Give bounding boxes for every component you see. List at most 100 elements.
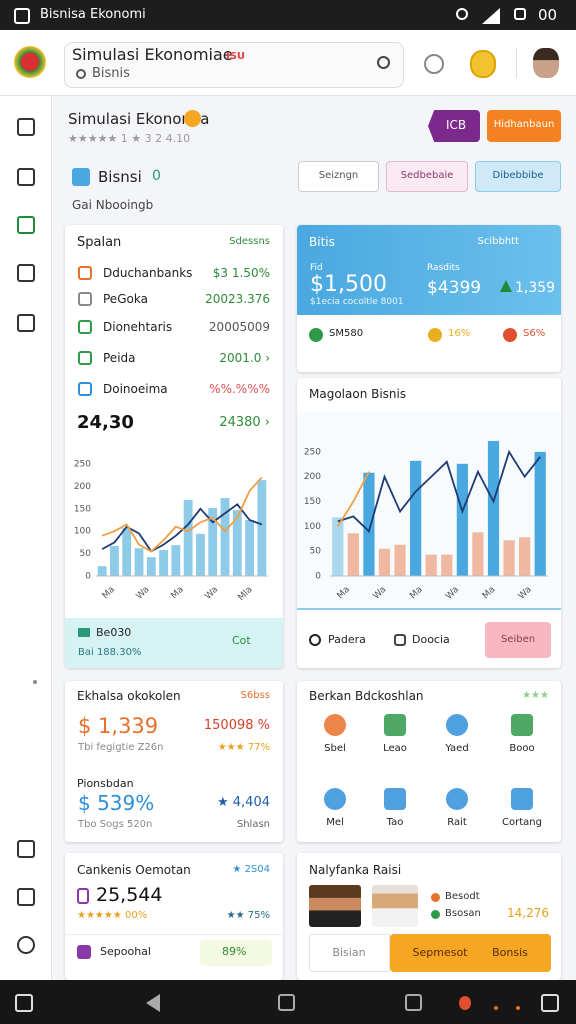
- footer-label: Padera: [328, 633, 366, 646]
- tool-icon[interactable]: [324, 788, 346, 810]
- stat-value: S6%: [523, 328, 546, 339]
- tool-label[interactable]: Sbel: [324, 743, 346, 754]
- sidebar-icon: [17, 936, 35, 954]
- nav-dot: [516, 1006, 520, 1010]
- rating: ★★★: [522, 690, 549, 701]
- tool-label[interactable]: Leao: [383, 743, 407, 754]
- row-label: Dduchanbanks: [103, 266, 193, 280]
- row-label: Dionehtaris: [103, 320, 173, 334]
- tools-card: [297, 681, 561, 842]
- value: $ 1,339: [78, 714, 159, 738]
- button-label[interactable]: Bonsis: [492, 946, 528, 959]
- tab-count: 0: [152, 168, 161, 184]
- badge: ★ 2S04: [232, 864, 270, 875]
- note: Tbo Sogs 520n: [78, 819, 153, 830]
- person-name: Besodt: [445, 891, 480, 902]
- button-label[interactable]: Sepmesot: [412, 946, 468, 959]
- row-value: 20005009: [208, 320, 270, 334]
- economy-card: [65, 681, 283, 842]
- person-photo: [372, 885, 418, 927]
- tool-label[interactable]: Cortang: [502, 817, 542, 828]
- tab-label: Bisnsi: [98, 168, 142, 186]
- nav-home: [278, 994, 295, 1011]
- purple-button[interactable]: [428, 110, 480, 142]
- team-button[interactable]: [390, 934, 551, 972]
- filter-label: Dibebbibe: [492, 170, 544, 181]
- total: 24,30: [77, 412, 134, 433]
- divider: [65, 934, 283, 935]
- purple-button-label: ICB: [446, 118, 467, 132]
- nav-dot: [459, 996, 471, 1010]
- second-value: $4399: [427, 278, 482, 298]
- pink-button-label: Seiben: [500, 634, 536, 645]
- card-action: Sdessns: [229, 236, 270, 247]
- sidebar-icon: [17, 840, 35, 858]
- search-box[interactable]: [64, 42, 404, 88]
- sidebar-icon: [17, 216, 35, 234]
- footer-icon: [78, 628, 90, 637]
- row-value: 2001.0 ›: [219, 351, 270, 365]
- tool-icon[interactable]: [511, 788, 533, 810]
- row-icon: [78, 351, 92, 365]
- tool-label[interactable]: Booo: [509, 743, 535, 754]
- nav-icon: [15, 994, 33, 1012]
- tool-icon[interactable]: [446, 788, 468, 810]
- header-badge: ISU: [226, 51, 246, 62]
- card-title: Berkan Bdckoshlan: [309, 689, 424, 703]
- page-rating: ★★★★★ 1 ★ 3 2 4.10: [68, 132, 191, 145]
- note: Tbi fegigtie Z26n: [78, 742, 164, 753]
- trend-chart-bg: [297, 412, 561, 610]
- nav-back[interactable]: [146, 994, 160, 1012]
- team-button[interactable]: [309, 934, 390, 972]
- main-label: Fid: [310, 263, 323, 273]
- rating: ★★★ 77%: [217, 742, 270, 753]
- summary-footer: [65, 618, 283, 668]
- caption: Gai Nbooingb: [72, 198, 154, 212]
- row-label: Peida: [103, 351, 136, 365]
- total-value: 24380 ›: [219, 415, 270, 430]
- filter-label: Sedbebaie: [400, 170, 454, 181]
- footer-label: Doocia: [412, 633, 450, 646]
- tab-icon: [72, 168, 90, 186]
- tool-label[interactable]: Tao: [386, 817, 404, 828]
- card-title: Cankenis Oemotan: [77, 863, 191, 877]
- orange-button[interactable]: [487, 110, 561, 142]
- wifi-icon: [456, 8, 468, 20]
- tool-label[interactable]: Rait: [447, 817, 467, 828]
- tool-icon[interactable]: [324, 714, 346, 736]
- change: 150098 %: [203, 718, 270, 733]
- item-icon: [77, 945, 91, 959]
- stat-value: SM580: [329, 328, 364, 339]
- orange-button-label: Hidhanbaun: [493, 119, 555, 130]
- filter-button[interactable]: [298, 161, 379, 192]
- tool-icon[interactable]: [384, 714, 406, 736]
- tool-label[interactable]: Yaed: [445, 743, 469, 754]
- stat-value: 16%: [448, 328, 471, 339]
- rating: ★★ 75%: [226, 910, 270, 921]
- balance-header: [297, 225, 561, 315]
- button-label[interactable]: Bisian: [332, 946, 366, 959]
- filter-button[interactable]: [386, 161, 468, 192]
- header-title: Simulasi Ekonomiae: [72, 45, 233, 64]
- legend-icon: [309, 634, 321, 646]
- filter-button[interactable]: [475, 161, 561, 192]
- row-value: $3 1.50%: [212, 266, 270, 280]
- main-note: $1ecia cocoltle 8001: [310, 297, 404, 307]
- tool-label[interactable]: Mel: [326, 817, 344, 828]
- second-label: Rasdits: [427, 263, 460, 273]
- footer-action[interactable]: Cot: [232, 634, 251, 647]
- summary-card: [65, 225, 283, 668]
- person-dot: [431, 893, 440, 902]
- team-value: 14,276: [507, 906, 549, 920]
- item-value: 89%: [222, 945, 247, 958]
- sidebar-icon: [17, 118, 35, 136]
- battery-icon: [514, 8, 526, 20]
- row-icon: [78, 266, 92, 280]
- tool-icon[interactable]: [446, 714, 468, 736]
- tool-icon[interactable]: [384, 788, 406, 810]
- sidebar-icon: [17, 168, 35, 186]
- trend-baseline: [297, 608, 561, 610]
- tool-icon[interactable]: [511, 714, 533, 736]
- card-title: Bitis: [309, 235, 335, 249]
- pink-button[interactable]: [485, 622, 551, 658]
